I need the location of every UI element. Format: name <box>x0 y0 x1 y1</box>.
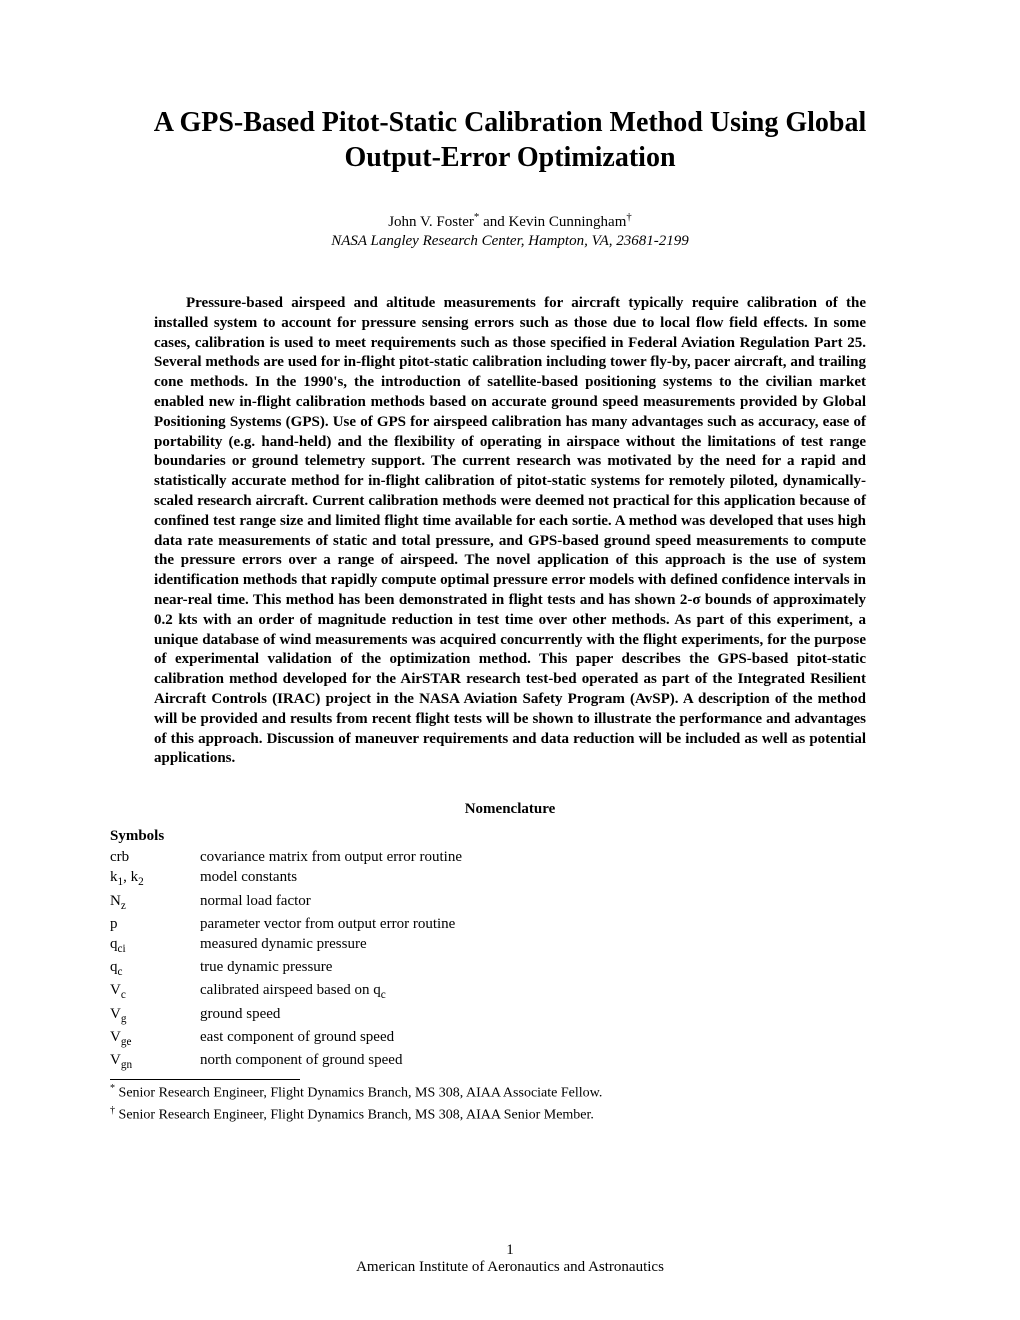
nom-def: model constants <box>200 867 297 890</box>
author-1: John V. Foster <box>388 214 474 230</box>
abstract-text: Pressure-based airspeed and altitude mea… <box>154 295 866 766</box>
nom-row: crb covariance matrix from output error … <box>110 847 910 867</box>
nom-def: east component of ground speed <box>200 1027 394 1050</box>
nom-def: covariance matrix from output error rout… <box>200 847 462 867</box>
abstract: Pressure-based airspeed and altitude mea… <box>110 294 910 769</box>
nom-row: Nz normal load factor <box>110 891 910 914</box>
nom-symbol: qci <box>110 934 200 957</box>
nom-symbol: qc <box>110 957 200 980</box>
author-sep: and Kevin Cunningham <box>479 214 626 230</box>
nom-def: measured dynamic pressure <box>200 934 367 957</box>
nom-def: calibrated airspeed based on qc <box>200 980 386 1003</box>
nom-row: Vc calibrated airspeed based on qc <box>110 980 910 1003</box>
nom-symbol: Nz <box>110 891 200 914</box>
author-2-mark: † <box>626 211 631 223</box>
nom-def: parameter vector from output error routi… <box>200 914 455 934</box>
nom-row: Vgn north component of ground speed <box>110 1050 910 1073</box>
nom-symbol: Vge <box>110 1027 200 1050</box>
nom-def: ground speed <box>200 1004 280 1027</box>
nom-def: true dynamic pressure <box>200 957 332 980</box>
nom-def: normal load factor <box>200 891 311 914</box>
nom-row: qci measured dynamic pressure <box>110 934 910 957</box>
authors-line: John V. Foster* and Kevin Cunningham† <box>110 211 910 231</box>
nom-symbol: crb <box>110 847 200 867</box>
nom-symbol: Vc <box>110 980 200 1003</box>
nom-symbol: p <box>110 914 200 934</box>
section-nomenclature: Nomenclature <box>110 801 910 818</box>
page-number: 1 <box>0 1242 1020 1259</box>
footnotes: * Senior Research Engineer, Flight Dynam… <box>110 1082 910 1125</box>
nom-def: north component of ground speed <box>200 1050 402 1073</box>
nomenclature-block: Symbols crb covariance matrix from outpu… <box>110 828 910 1073</box>
paper-title: A GPS-Based Pitot-Static Calibration Met… <box>110 105 910 175</box>
nom-symbol: k1, k2 <box>110 867 200 890</box>
footnote-2: † Senior Research Engineer, Flight Dynam… <box>110 1104 910 1126</box>
publisher-line: American Institute of Aeronautics and As… <box>0 1259 1020 1276</box>
nom-row: p parameter vector from output error rou… <box>110 914 910 934</box>
affiliation: NASA Langley Research Center, Hampton, V… <box>110 233 910 250</box>
nom-row: Vge east component of ground speed <box>110 1027 910 1050</box>
nom-row: qc true dynamic pressure <box>110 957 910 980</box>
footnote-1: * Senior Research Engineer, Flight Dynam… <box>110 1082 910 1104</box>
nom-row: Vg ground speed <box>110 1004 910 1027</box>
symbols-heading: Symbols <box>110 828 910 845</box>
nom-symbol: Vgn <box>110 1050 200 1073</box>
nom-row: k1, k2 model constants <box>110 867 910 890</box>
page: A GPS-Based Pitot-Static Calibration Met… <box>0 0 1020 1320</box>
footnote-rule <box>110 1079 300 1080</box>
nom-symbol: Vg <box>110 1004 200 1027</box>
page-footer: 1 American Institute of Aeronautics and … <box>0 1242 1020 1276</box>
